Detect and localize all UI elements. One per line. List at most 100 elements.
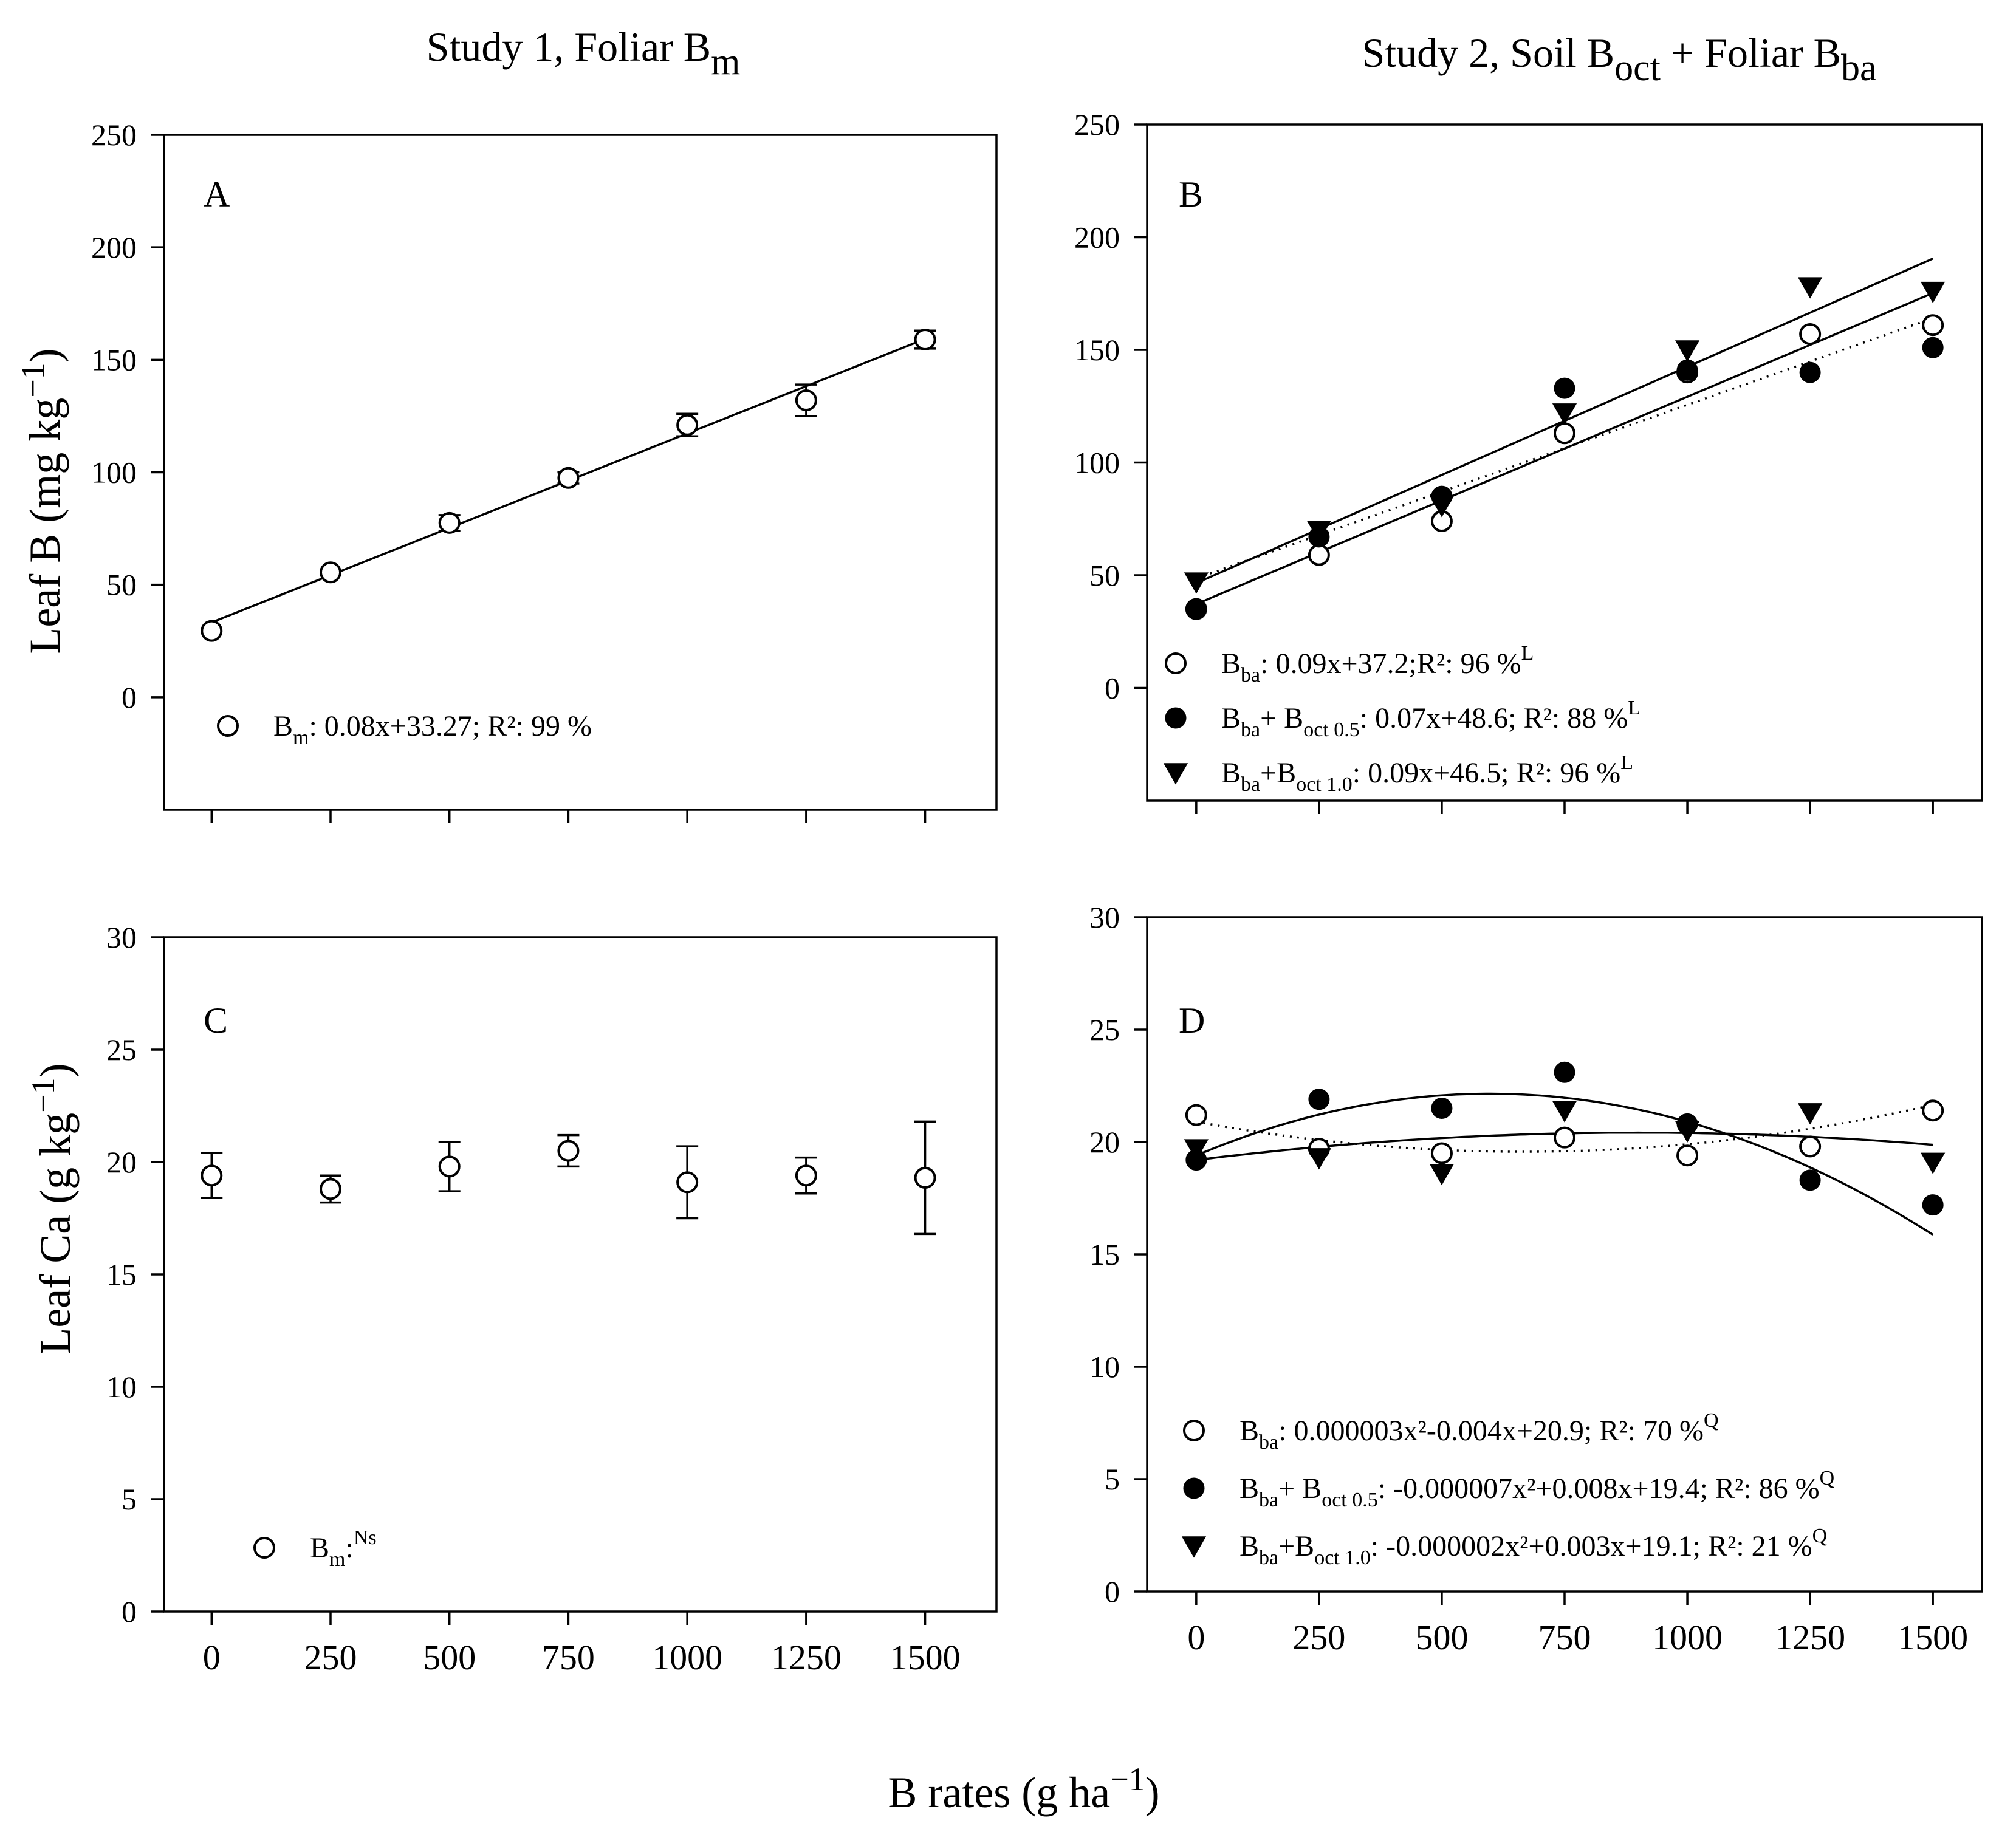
- x-tick-label: 1500: [1898, 1618, 1968, 1657]
- y-tick-label: 25: [1089, 1013, 1120, 1047]
- x-tick-label: 250: [304, 1638, 357, 1677]
- x-tick-label: 1000: [1652, 1618, 1723, 1657]
- data-point: [1676, 359, 1698, 381]
- y-axis-label-leaf-b: Leaf B (mg kg−1): [15, 348, 69, 654]
- data-point: [1554, 377, 1575, 399]
- y-tick-label: 10: [1089, 1350, 1120, 1384]
- y-tick-label: 30: [106, 920, 137, 954]
- legend-marker: [253, 1537, 275, 1559]
- data-point: [1308, 544, 1330, 566]
- panel-label: C: [204, 1000, 228, 1041]
- x-tick-label: 500: [1415, 1618, 1468, 1657]
- legend-entry: Bba+ Boct 0.5: -0.000007x²+0.008x+19.4; …: [1239, 1467, 1834, 1511]
- data-point: [914, 329, 936, 351]
- y-tick-label: 5: [1105, 1462, 1120, 1496]
- data-point: [1675, 340, 1700, 362]
- col-title-study2: Study 2, Soil Boct + Foliar Bba: [1362, 30, 1876, 89]
- data-point: [1921, 281, 1946, 304]
- fit-line: [1196, 1092, 1934, 1236]
- data-point: [676, 1171, 699, 1194]
- data-point: [795, 1164, 817, 1187]
- data-point: [1185, 598, 1207, 620]
- x-tick-label: 750: [542, 1638, 595, 1677]
- data-point: [1430, 1142, 1453, 1164]
- legend-marker: [1183, 1477, 1205, 1499]
- data-point: [1922, 1194, 1944, 1216]
- x-tick-label: 1250: [771, 1638, 842, 1677]
- col-title-study1: Study 1, Foliar Bm: [427, 24, 741, 83]
- data-point: [1675, 1121, 1700, 1143]
- data-point: [1184, 572, 1209, 594]
- data-point: [1306, 1148, 1332, 1170]
- y-tick-label: 250: [91, 118, 137, 152]
- data-point: [1429, 1164, 1455, 1186]
- data-point: [1429, 496, 1455, 518]
- data-point: [1676, 1144, 1699, 1167]
- panel-A: 0 50 100 150 200 250 A Bm: 0.08x+33.27; R²: 99 …: [91, 118, 998, 823]
- data-point: [1799, 1135, 1822, 1158]
- panel-label: B: [1179, 174, 1203, 214]
- legend-marker: [217, 715, 239, 737]
- data-point: [1431, 1098, 1453, 1119]
- x-tick-label: 500: [423, 1638, 476, 1677]
- x-tick-label: 1500: [890, 1638, 961, 1677]
- y-tick-label: 30: [1089, 900, 1120, 934]
- data-point: [1552, 403, 1577, 425]
- data-point: [1799, 323, 1822, 346]
- y-tick-label: 0: [1105, 1574, 1120, 1608]
- y-tick-label: 50: [1089, 558, 1120, 592]
- data-point: [557, 467, 580, 489]
- y-tick-label: 250: [1074, 108, 1120, 142]
- data-point: [676, 414, 699, 436]
- y-tick-label: 0: [122, 1595, 137, 1629]
- y-tick-label: 50: [106, 568, 137, 602]
- y-tick-label: 200: [1074, 221, 1120, 255]
- legend-entry: Bba+Boct 1.0: -0.000002x²+0.003x+19.1; R…: [1239, 1525, 1827, 1569]
- data-point: [914, 1166, 936, 1189]
- y-tick-label: 25: [106, 1033, 137, 1067]
- legend-entry: Bba+ Boct 0.5: 0.07x+48.6; R²: 88 %L: [1221, 697, 1641, 741]
- x-tick-label: 250: [1292, 1618, 1345, 1657]
- panel-B: 0 50 100 150 200 250 B Bba: 0.09x+37.2;R²: 96 %…: [1074, 108, 1983, 814]
- y-tick-label: 10: [106, 1370, 137, 1404]
- legend-marker: [1165, 707, 1187, 729]
- y-tick-label: 150: [91, 343, 137, 377]
- y-tick-label: 15: [1089, 1237, 1120, 1271]
- data-point: [1799, 1169, 1821, 1191]
- data-point: [1797, 1103, 1823, 1125]
- data-point: [438, 511, 461, 534]
- y-axis-label-leaf-ca: Leaf Ca (g kg−1): [25, 1063, 80, 1354]
- y-tick-label: 20: [1089, 1125, 1120, 1159]
- data-point: [1554, 422, 1575, 445]
- x-tick-label: 750: [1538, 1618, 1591, 1657]
- data-point: [795, 389, 817, 411]
- data-point: [1922, 1099, 1944, 1122]
- data-point: [1922, 314, 1944, 337]
- legend-entry: Bba: 0.09x+37.2;R²: 96 %L: [1221, 642, 1534, 686]
- y-tick-label: 100: [91, 456, 137, 490]
- panel-label: A: [204, 174, 230, 214]
- data-point: [1306, 521, 1332, 542]
- data-point: [201, 1164, 223, 1187]
- data-point: [1184, 1139, 1209, 1161]
- y-tick-label: 0: [122, 680, 137, 714]
- legend-marker: [1165, 652, 1187, 674]
- y-tick-label: 200: [91, 230, 137, 264]
- data-point: [320, 561, 341, 584]
- legend-entry: Bm: 0.08x+33.27; R²: 99 %: [273, 710, 592, 749]
- legend-marker: [1183, 1420, 1205, 1441]
- x-axis-label: B rates (g ha−1): [888, 1761, 1159, 1817]
- legend-marker: [1163, 763, 1188, 785]
- data-point: [1552, 1101, 1577, 1123]
- x-tick-label: 0: [1187, 1618, 1205, 1657]
- data-point: [320, 1178, 341, 1200]
- data-point: [438, 1155, 461, 1178]
- data-point: [1922, 337, 1944, 358]
- y-tick-label: 20: [106, 1145, 137, 1179]
- data-point: [1554, 1061, 1575, 1083]
- y-tick-label: 150: [1074, 333, 1120, 367]
- data-point: [1308, 1089, 1330, 1110]
- legend-marker: [1181, 1536, 1207, 1558]
